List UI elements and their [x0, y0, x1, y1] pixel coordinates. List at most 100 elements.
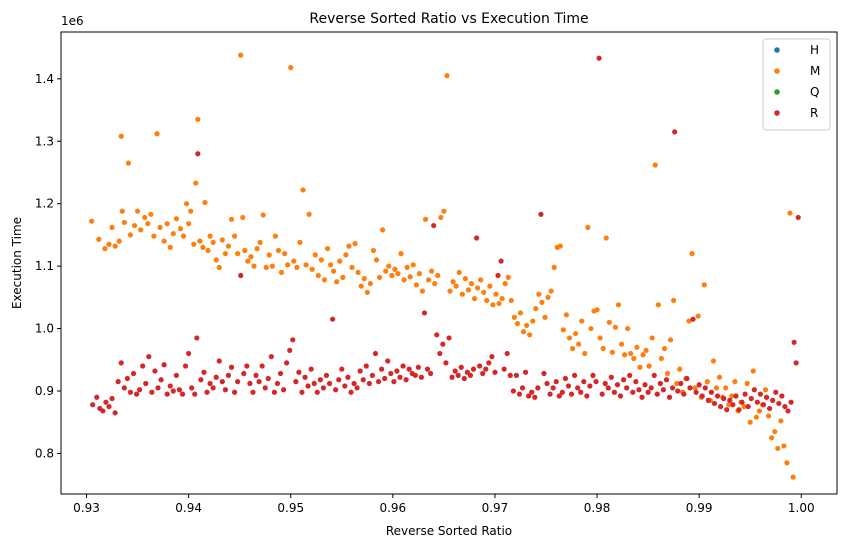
data-point [699, 393, 705, 399]
data-point [395, 271, 401, 277]
data-point [693, 389, 699, 395]
data-point [751, 387, 757, 393]
legend-marker-m [774, 68, 780, 74]
data-point [231, 389, 238, 395]
data-point [640, 352, 646, 358]
data-point [489, 354, 495, 360]
data-point [769, 435, 775, 441]
data-point [578, 389, 584, 395]
data-point [483, 366, 489, 372]
data-point [349, 264, 355, 270]
data-point [389, 272, 395, 279]
data-point [158, 377, 164, 383]
data-point [360, 377, 366, 383]
data-point [127, 232, 134, 238]
data-point [723, 385, 729, 391]
data-point [225, 372, 232, 378]
data-point [173, 216, 179, 222]
data-point [345, 374, 351, 380]
data-point [167, 244, 173, 250]
data-point [131, 222, 138, 229]
data-point [142, 214, 148, 221]
data-point [631, 355, 637, 362]
data-point [695, 313, 701, 319]
data-point [274, 380, 281, 387]
data-point [593, 379, 599, 385]
data-point [268, 354, 274, 360]
data-point [646, 363, 652, 369]
data-point [118, 360, 124, 366]
data-points [89, 52, 801, 480]
data-point [609, 349, 615, 355]
data-point [710, 358, 717, 364]
y-tick-label: 1.2 [35, 197, 54, 211]
data-point [446, 335, 452, 341]
data-point [493, 291, 499, 297]
data-point [299, 389, 305, 395]
data-point [437, 350, 443, 357]
data-point [312, 252, 318, 258]
data-point [522, 369, 529, 375]
data-point [614, 382, 621, 388]
x-tick-label: 0.99 [686, 501, 713, 515]
data-point [541, 370, 547, 377]
data-point [242, 247, 248, 254]
data-point [191, 241, 197, 247]
data-point [637, 364, 643, 370]
data-point [733, 393, 739, 399]
series-m [89, 52, 796, 480]
data-point [726, 402, 732, 408]
data-point [330, 316, 336, 322]
data-point [207, 380, 213, 387]
data-point [599, 391, 605, 397]
data-point [116, 238, 122, 244]
data-point [358, 283, 364, 289]
data-point [527, 332, 533, 338]
y-axis-ticks: 0.8 0.9 1.0 1.1 1.2 1.3 1.4 [35, 72, 61, 460]
data-point [369, 372, 376, 378]
data-point [386, 263, 392, 269]
data-point [177, 226, 184, 232]
data-point [739, 399, 745, 405]
data-point [182, 363, 189, 369]
data-point [202, 199, 208, 206]
data-point [651, 372, 657, 378]
data-point [660, 387, 667, 393]
data-point [305, 383, 311, 389]
data-point [121, 219, 127, 226]
data-point [571, 372, 578, 378]
data-point [513, 372, 519, 378]
data-point [90, 402, 96, 408]
data-point [337, 258, 343, 264]
data-point [195, 116, 201, 123]
data-point [672, 129, 678, 135]
data-point [432, 281, 438, 287]
data-point [241, 370, 247, 377]
data-point [584, 393, 590, 399]
data-point [290, 337, 296, 343]
data-point [459, 291, 465, 297]
data-point [173, 372, 179, 378]
x-tick-label: 0.96 [379, 501, 406, 515]
data-point [352, 241, 358, 247]
data-point [585, 224, 591, 231]
data-point [421, 310, 428, 316]
data-point [287, 347, 293, 354]
data-point [94, 394, 100, 400]
data-point [269, 263, 275, 269]
data-point [201, 369, 207, 375]
data-point [176, 387, 183, 393]
data-point [524, 322, 530, 329]
data-point [470, 366, 477, 372]
data-point [536, 291, 542, 297]
data-point [729, 393, 735, 399]
data-point [127, 389, 134, 395]
data-point [468, 281, 475, 287]
data-point [484, 297, 490, 304]
data-point [704, 379, 710, 385]
data-point [375, 379, 382, 385]
data-point [579, 318, 585, 324]
data-point [326, 380, 333, 387]
